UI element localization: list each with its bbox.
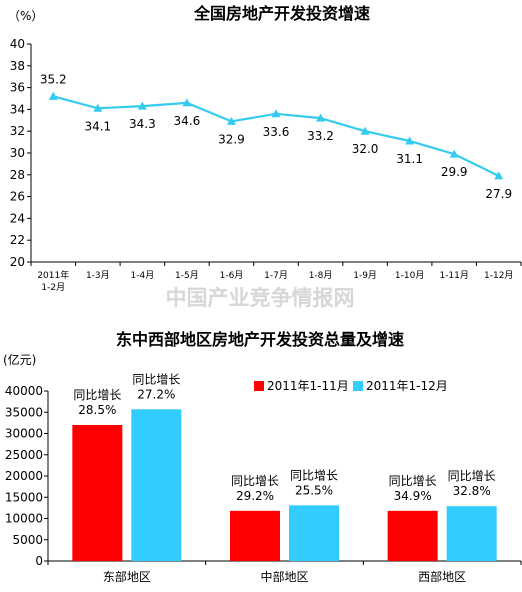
bar-y-tick-label: 40000 bbox=[5, 384, 43, 398]
bar-x-category-label: 中部地区 bbox=[260, 569, 308, 584]
bar-rect bbox=[72, 425, 123, 561]
line-data-label: 34.3 bbox=[129, 117, 156, 131]
line-point-marker bbox=[137, 101, 147, 110]
line-y-tick-label: 26 bbox=[10, 190, 25, 204]
line-chart-y-unit: （%） bbox=[8, 9, 43, 23]
bar-y-tick-label: 5000 bbox=[12, 533, 43, 547]
line-x-tick-label: 1-2月 bbox=[41, 282, 65, 293]
bar-growth-caption: 同比增长 bbox=[448, 469, 496, 483]
bar-y-tick-label: 15000 bbox=[5, 490, 43, 504]
line-x-tick-label: 1-9月 bbox=[353, 270, 377, 281]
line-point-marker bbox=[494, 171, 504, 180]
legend-label: 2011年1-11月 bbox=[267, 379, 349, 393]
line-x-tick-label: 1-6月 bbox=[220, 270, 244, 281]
line-data-label: 35.2 bbox=[40, 72, 67, 86]
line-data-label: 32.9 bbox=[218, 132, 245, 146]
line-data-label: 33.6 bbox=[263, 125, 290, 139]
line-chart-y-ticks: 20 22 24 26 28 30 32 34 36 38 40 bbox=[10, 37, 31, 269]
line-y-tick-label: 24 bbox=[10, 211, 25, 225]
line-data-label: 34.1 bbox=[84, 119, 111, 133]
line-y-tick-label: 20 bbox=[10, 255, 25, 269]
line-data-label: 32.0 bbox=[352, 142, 379, 156]
line-y-tick-label: 28 bbox=[10, 168, 25, 182]
line-data-label: 34.6 bbox=[174, 114, 201, 128]
line-y-tick-label: 38 bbox=[10, 59, 25, 73]
bar-growth-value: 28.5% bbox=[78, 403, 116, 417]
legend-swatch bbox=[254, 381, 264, 391]
bar-rect bbox=[446, 506, 497, 561]
bar-chart-x-ticks: 东部地区 中部地区 西部地区 bbox=[47, 561, 522, 584]
line-x-tick-label: 1-8月 bbox=[309, 270, 333, 281]
line-point-marker bbox=[226, 116, 236, 125]
bar-y-tick-label: 0 bbox=[35, 554, 43, 568]
line-x-tick-label: 1-10月 bbox=[395, 270, 424, 281]
line-x-tick-label: 2011年 bbox=[37, 269, 69, 281]
bar-growth-value: 27.2% bbox=[137, 387, 175, 401]
bar-chart-growth-labels: 同比增长28.5%同比增长29.2%同比增长34.9%同比增长27.2%同比增长… bbox=[73, 372, 495, 503]
line-chart-data-labels: 35.2 34.1 34.3 34.6 32.9 33.6 33.2 32.0 31.1 29.9… bbox=[40, 72, 512, 201]
line-point-marker bbox=[316, 113, 326, 122]
line-x-tick-label: 1-12月 bbox=[484, 270, 513, 281]
bar-y-tick-label: 25000 bbox=[5, 448, 43, 462]
line-chart-points bbox=[48, 91, 504, 180]
bar-chart-bars bbox=[72, 409, 497, 561]
bar-x-category-label: 东部地区 bbox=[103, 569, 151, 584]
bar-x-category-label: 西部地区 bbox=[418, 569, 466, 584]
line-point-marker bbox=[405, 136, 415, 145]
legend-label: 2011年1-12月 bbox=[366, 379, 448, 393]
bar-growth-caption: 同比增长 bbox=[132, 372, 180, 386]
bar-growth-caption: 同比增长 bbox=[290, 468, 338, 482]
bar-growth-value: 25.5% bbox=[295, 483, 333, 497]
line-chart: 全国房地产开发投资增速 （%） 20 22 24 26 28 30 32 34 36 38 40 2… bbox=[8, 4, 522, 293]
line-chart-x-ticks: 2011年1-2月 1-3月 1-4月 1-5月 1-6月 1-7月 1-8月 1-9月 1-1… bbox=[30, 262, 522, 293]
legend-swatch bbox=[353, 381, 363, 391]
bar-y-tick-label: 20000 bbox=[5, 469, 43, 483]
line-y-tick-label: 34 bbox=[10, 102, 25, 116]
line-x-tick-label: 1-7月 bbox=[264, 270, 288, 281]
bar-growth-caption: 同比增长 bbox=[231, 474, 279, 488]
line-x-tick-label: 1-3月 bbox=[86, 270, 110, 281]
line-point-marker bbox=[449, 149, 459, 158]
line-point-marker bbox=[271, 109, 281, 118]
line-y-tick-label: 32 bbox=[10, 124, 25, 138]
bar-rect bbox=[230, 510, 280, 561]
line-data-label: 29.9 bbox=[441, 165, 468, 179]
bar-growth-value: 34.9% bbox=[394, 489, 432, 503]
bar-chart-title: 东中西部地区房地产开发投资总量及增速 bbox=[116, 330, 404, 349]
bar-growth-value: 32.8% bbox=[453, 484, 491, 498]
bar-growth-caption: 同比增长 bbox=[73, 388, 121, 402]
line-point-marker bbox=[182, 98, 192, 107]
line-chart-title: 全国房地产开发投资增速 bbox=[193, 4, 370, 23]
line-point-marker bbox=[48, 91, 58, 100]
bar-chart-y-ticks: 0 5000 10000 15000 20000 25000 30000 35000 40000 bbox=[5, 384, 48, 568]
line-x-tick-label: 1-4月 bbox=[131, 270, 155, 281]
bar-chart-y-unit: (亿元) bbox=[3, 352, 36, 367]
bar-chart-legend: 2011年1-11月 2011年1-12月 bbox=[254, 379, 448, 393]
bar-chart: 东中西部地区房地产开发投资总量及增速 (亿元) 0 5000 10000 15000 2… bbox=[3, 330, 522, 584]
line-y-tick-label: 30 bbox=[10, 146, 25, 160]
line-point-marker bbox=[93, 103, 103, 112]
line-y-tick-label: 40 bbox=[10, 37, 25, 51]
bar-y-tick-label: 35000 bbox=[5, 405, 43, 419]
line-data-label: 31.1 bbox=[396, 152, 423, 166]
line-y-tick-label: 36 bbox=[10, 81, 25, 95]
line-data-label: 27.9 bbox=[485, 187, 512, 201]
line-x-tick-label: 1-11月 bbox=[439, 270, 468, 281]
bar-rect bbox=[289, 505, 339, 561]
line-y-tick-label: 22 bbox=[10, 233, 25, 247]
line-x-tick-label: 1-5月 bbox=[175, 270, 199, 281]
watermark: 中国产业竞争情报网 bbox=[166, 286, 355, 310]
line-point-marker bbox=[360, 126, 370, 135]
bar-rect bbox=[387, 510, 438, 561]
bar-y-tick-label: 30000 bbox=[5, 427, 43, 441]
line-data-label: 33.2 bbox=[307, 129, 334, 143]
bar-y-tick-label: 10000 bbox=[5, 512, 43, 526]
bar-growth-value: 29.2% bbox=[236, 489, 274, 503]
bar-rect bbox=[131, 409, 182, 561]
bar-growth-caption: 同比增长 bbox=[389, 474, 437, 488]
